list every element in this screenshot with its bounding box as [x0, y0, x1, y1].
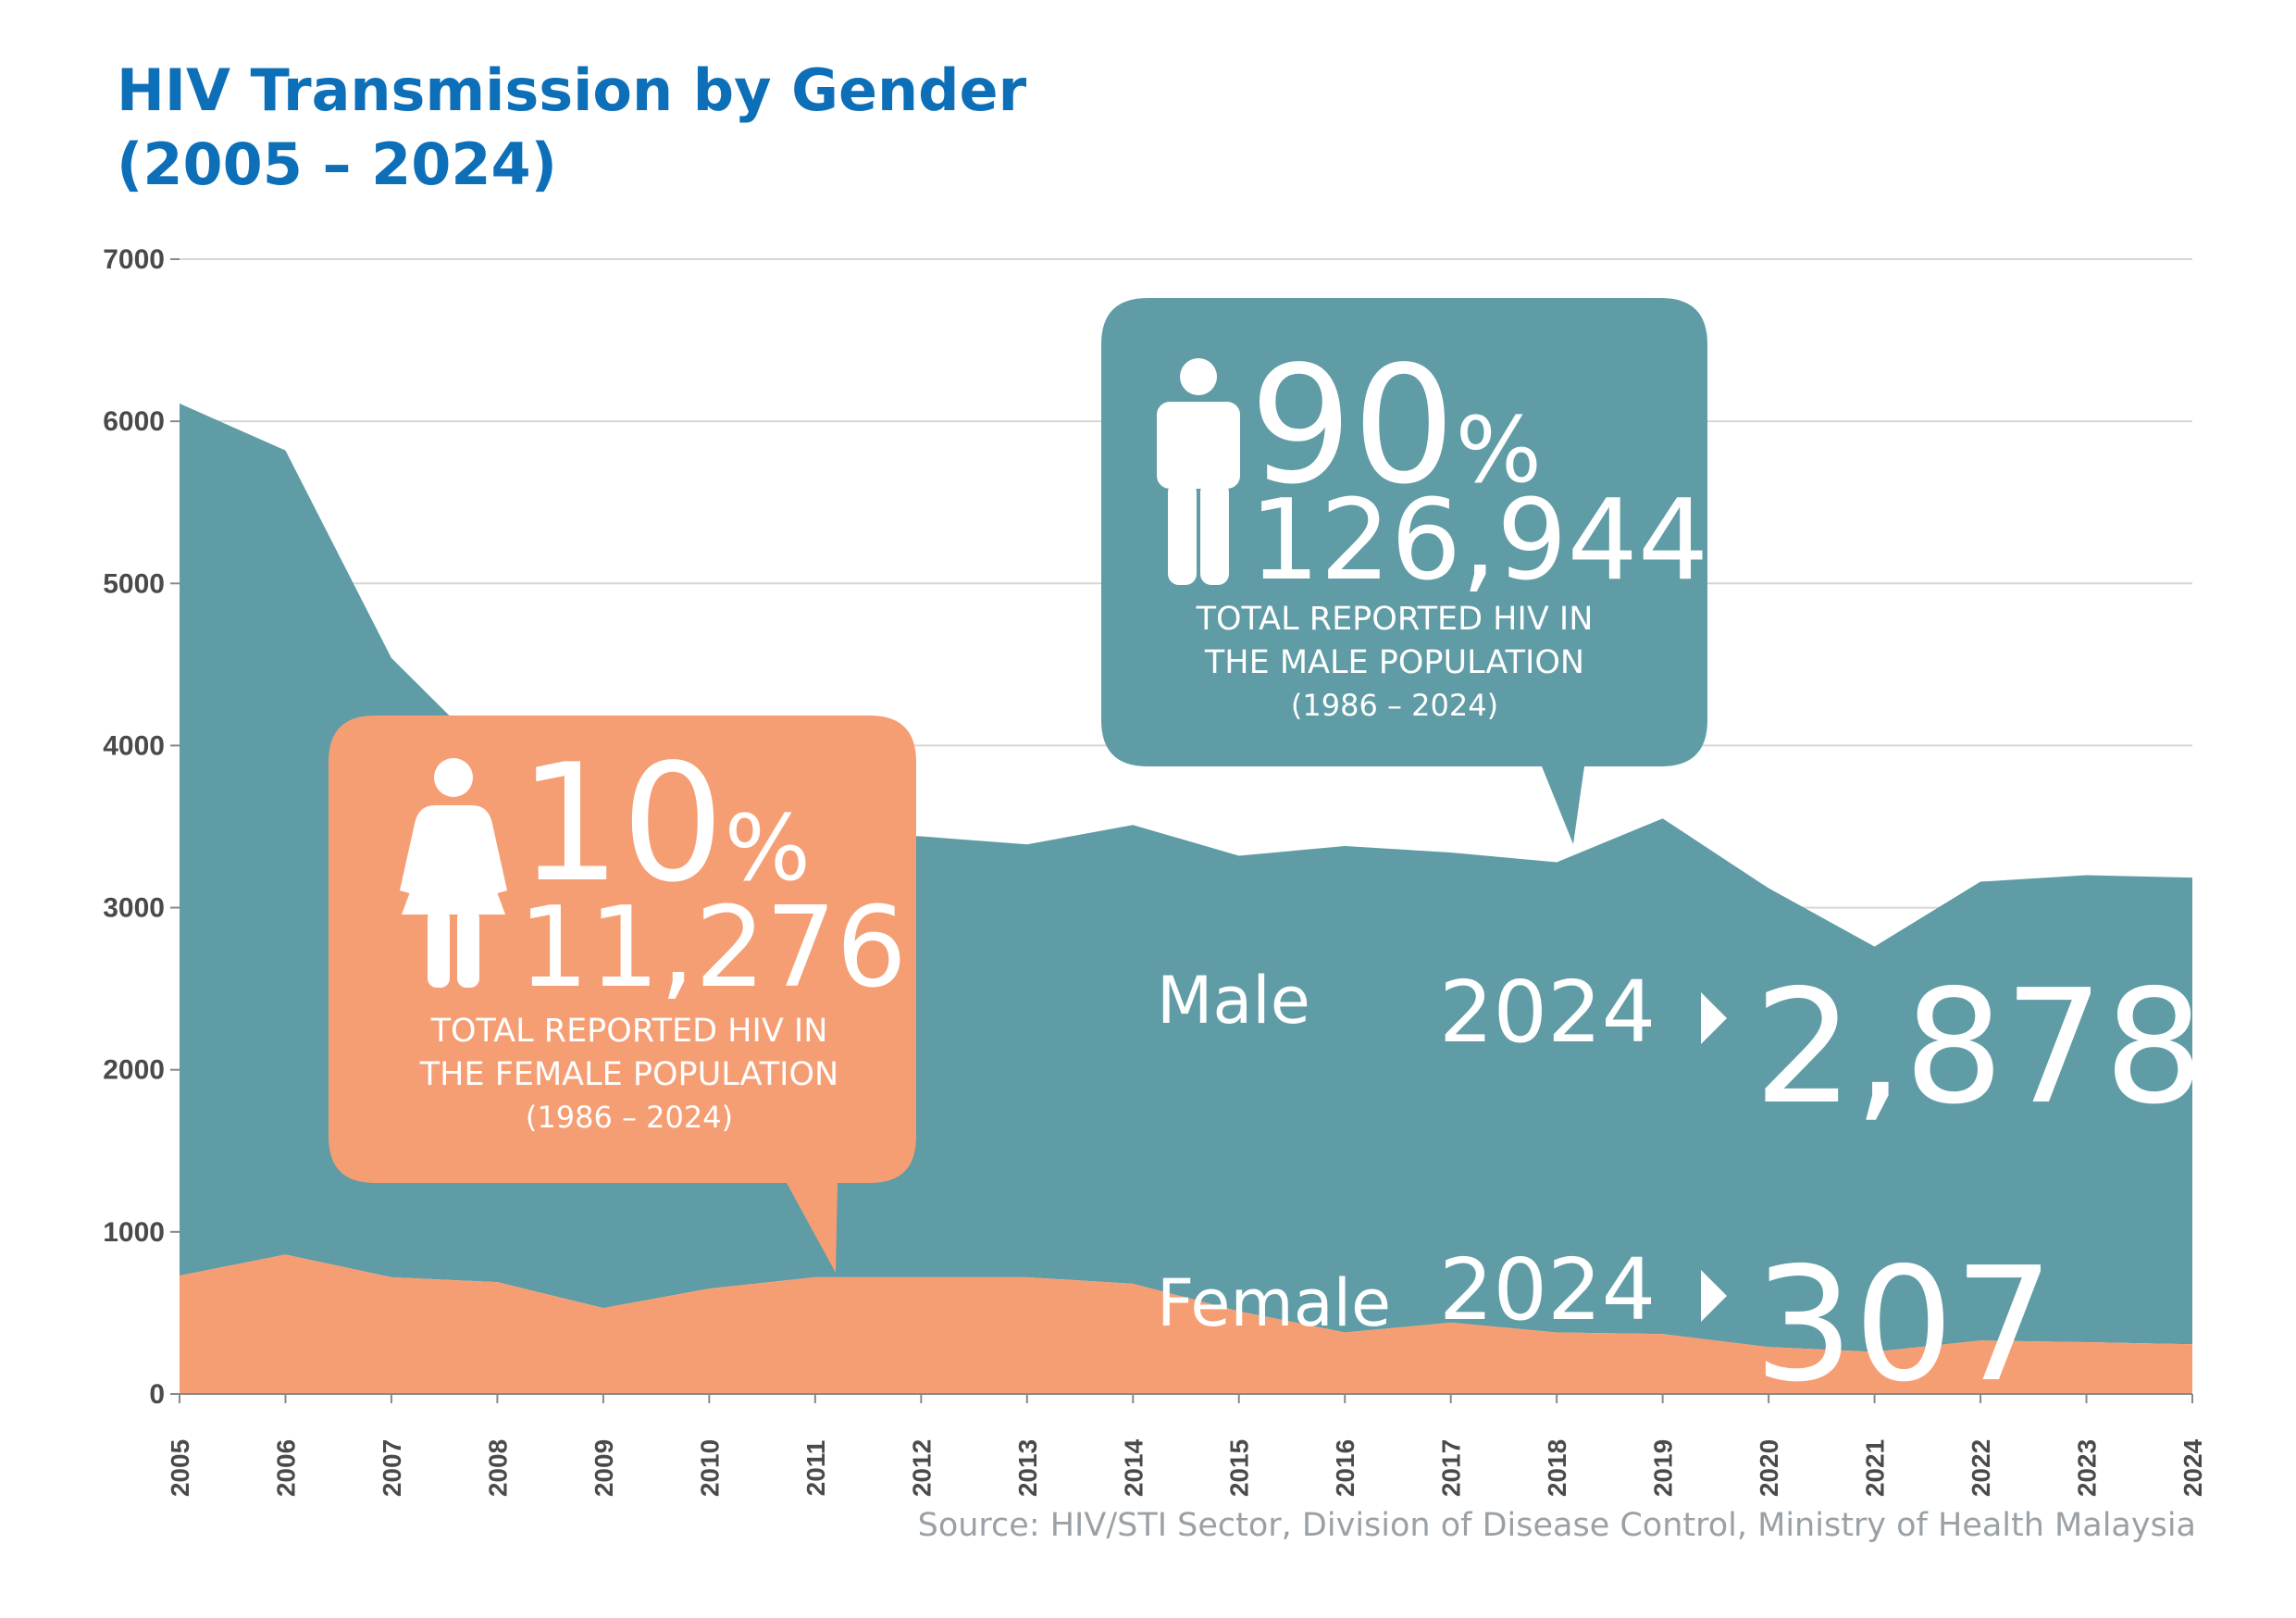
male-desc-line-1: TOTAL REPORTED HIV IN: [1196, 601, 1594, 638]
source-note: Source: HIV/STI Sector, Division of Dise…: [917, 1507, 2196, 1544]
x-tick-label: 2019: [1649, 1439, 1678, 1497]
chart-title: HIV Transmission by Gender (2005 – 2024): [117, 54, 1026, 202]
y-tick-label: 0: [149, 1379, 165, 1410]
x-tick-label: 2012: [907, 1439, 936, 1497]
area-female: [180, 1254, 2192, 1394]
x-tick-label: 2010: [695, 1439, 724, 1497]
female-desc-line-3: (1986 – 2024): [526, 1100, 733, 1135]
female-desc-line-2: THE FEMALE POPULATION: [419, 1056, 838, 1093]
x-tick-label: 2017: [1437, 1439, 1466, 1497]
female-year: 2024: [1439, 1240, 1656, 1339]
title-line-1: HIV Transmission by Gender: [117, 56, 1027, 124]
male-year: 2024: [1439, 963, 1656, 1062]
x-tick-label: 2007: [378, 1439, 406, 1497]
y-axis: 0 1000 2000 3000 4000 5000 6000 7000: [103, 244, 180, 1410]
y-tick-label: 4000: [103, 730, 165, 761]
female-2024-value: 307: [1754, 1234, 2054, 1417]
x-tick-label: 2005: [166, 1439, 194, 1497]
male-2024-annotation: Male 2024 2,878: [1157, 956, 2204, 1139]
y-tick-label: 2000: [103, 1055, 165, 1086]
female-percent: 10%: [518, 730, 811, 918]
y-tick-label: 6000: [103, 406, 165, 437]
male-percent: 90%: [1249, 332, 1542, 520]
male-series-label: Male: [1157, 963, 1310, 1039]
x-tick-label: 2020: [1755, 1439, 1783, 1497]
y-tick-label: 1000: [103, 1217, 165, 1248]
male-icon: [1157, 358, 1240, 585]
x-tick-label: 2021: [1861, 1439, 1890, 1497]
x-tick-label: 2014: [1119, 1438, 1148, 1497]
male-desc-line-3: (1986 – 2024): [1291, 688, 1498, 723]
y-tick-label: 5000: [103, 568, 165, 599]
x-tick-label: 2011: [801, 1440, 830, 1497]
x-tick-label: 2008: [483, 1439, 512, 1497]
female-arrow-icon: [1701, 1270, 1727, 1322]
male-desc-line-2: THE MALE POPULATION: [1204, 644, 1584, 681]
female-callout: 10% 11,276 TOTAL REPORTED HIV IN THE FEM…: [329, 716, 916, 1273]
female-series-label: Female: [1157, 1265, 1391, 1341]
x-tick-label: 2013: [1013, 1439, 1042, 1497]
male-2024-value: 2,878: [1754, 956, 2204, 1139]
female-2024-annotation: Female 2024 307: [1157, 1234, 2054, 1417]
female-total: 11,276: [518, 884, 907, 1013]
female-icon: [400, 758, 507, 988]
x-tick-label: 2016: [1331, 1439, 1359, 1497]
x-tick-label: 2023: [2073, 1439, 2102, 1497]
y-tick-label: 3000: [103, 893, 165, 924]
male-callout: 90% 126,944 TOTAL REPORTED HIV IN THE MA…: [1101, 298, 1708, 844]
y-tick-label: 7000: [103, 244, 165, 275]
x-tick-label: 2015: [1225, 1439, 1254, 1497]
x-tick-label: 2018: [1543, 1439, 1571, 1497]
x-tick-label: 2006: [271, 1439, 300, 1497]
male-arrow-icon: [1701, 992, 1727, 1044]
x-tick-label: 2022: [1967, 1439, 1995, 1497]
female-desc-line-1: TOTAL REPORTED HIV IN: [430, 1013, 828, 1050]
male-total: 126,944: [1249, 477, 1708, 605]
x-tick-label: 2024: [2178, 1438, 2207, 1497]
male-callout-bubble: [1101, 298, 1707, 844]
title-line-2: (2005 – 2024): [117, 131, 557, 198]
x-tick-label: 2009: [590, 1439, 618, 1497]
x-axis: 2005 2006 2007 2008 2009 2010 2011 2012 2013 2014…: [166, 1393, 2207, 1497]
